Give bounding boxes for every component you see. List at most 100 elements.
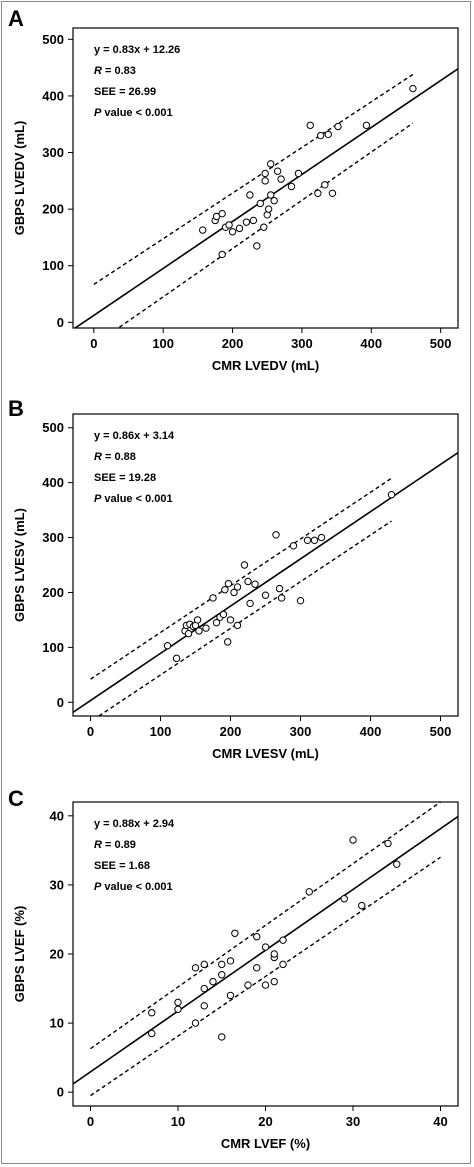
data-point [249, 216, 258, 225]
data-point [287, 182, 296, 191]
x-axis-title: CMR LVEDV (mL) [212, 358, 319, 373]
y-tick-label: 300 [42, 530, 64, 545]
data-point [244, 981, 252, 989]
data-point [200, 984, 208, 993]
data-point [289, 542, 298, 550]
panel-letter: B [8, 396, 24, 421]
x-tick-label: 300 [291, 336, 313, 351]
data-point [195, 627, 203, 635]
data-point [270, 950, 278, 958]
data-point [218, 1033, 226, 1041]
data-point [253, 933, 261, 941]
x-tick-label: 0 [87, 1114, 94, 1129]
data-point [224, 579, 233, 588]
y-tick-label: 0 [57, 315, 64, 330]
panel-letter: A [8, 6, 24, 31]
data-point [340, 895, 348, 903]
data-point [261, 591, 270, 599]
data-point [231, 929, 239, 937]
ci-lower-line [117, 122, 414, 328]
data-point [218, 960, 226, 969]
stat-line: P value < 0.001 [94, 881, 173, 893]
plot-frame [72, 27, 459, 329]
data-point [200, 960, 208, 969]
data-point [310, 536, 319, 544]
data-point [199, 226, 207, 234]
data-point [387, 491, 396, 499]
data-point [251, 580, 259, 588]
stat-value: = 0.88 [102, 451, 136, 463]
stat-line: R = 0.83 [94, 65, 136, 77]
data-point [224, 638, 232, 646]
data-point [212, 618, 221, 627]
data-point [277, 594, 286, 602]
chart-panel-b: B 0 100 200 300 400 500 0 100 200 300 400 500 CMR LVE… [8, 396, 459, 761]
x-tick-label: 500 [430, 336, 452, 351]
y-tick-label: 400 [42, 88, 64, 103]
stat-value: value < 0.001 [101, 881, 172, 893]
data-point [174, 998, 182, 1007]
stat-symbol: R [94, 65, 102, 77]
data-point [384, 839, 392, 848]
y-tick-label: 10 [50, 1016, 64, 1031]
data-point [163, 642, 172, 650]
chart-panel-a: A 0 100 200 300 400 500 0 100 200 300 400 500 CMR LVE… [8, 6, 459, 373]
data-point [225, 221, 233, 229]
data-point [242, 218, 251, 226]
data-point [314, 189, 322, 197]
stat-value: value < 0.001 [101, 493, 172, 505]
regression-line [73, 451, 458, 714]
data-point [334, 122, 342, 131]
y-tick-label: 20 [50, 947, 64, 962]
data-point [226, 957, 235, 965]
stat-value: = 0.89 [102, 839, 136, 851]
data-point [321, 181, 329, 189]
stat-line: P value < 0.001 [94, 107, 173, 119]
chart-panel-c: C 0 10 20 30 40 0 10 20 30 40 CMR LVEF (%) GBPS LVEF… [8, 786, 459, 1151]
data-point [267, 160, 275, 168]
data-point [172, 654, 181, 663]
data-point [305, 888, 313, 896]
data-point [328, 189, 337, 197]
stat-line: y = 0.88x + 2.94 [94, 818, 175, 830]
y-tick-label: 400 [42, 475, 64, 490]
data-point [256, 199, 264, 208]
stat-value: = 0.83 [102, 65, 136, 77]
data-point [349, 836, 357, 844]
x-tick-label: 0 [87, 724, 94, 739]
stat-line: y = 0.86x + 3.14 [94, 430, 175, 442]
y-axis-title: GBPS LVEF (%) [12, 906, 27, 1003]
stat-symbol: P [94, 107, 102, 119]
data-point [303, 536, 312, 544]
data-point [246, 599, 254, 608]
x-tick-label: 200 [222, 336, 244, 351]
data-point [261, 177, 269, 185]
stat-symbol: R [94, 839, 102, 851]
data-point [218, 209, 226, 218]
stat-line: R = 0.89 [94, 839, 136, 851]
y-tick-label: 200 [42, 202, 64, 217]
regression-line [73, 68, 458, 328]
data-point [244, 577, 252, 586]
x-tick-label: 300 [290, 724, 312, 739]
data-point [270, 196, 278, 205]
x-axis-title: CMR LVEF (%) [221, 1136, 310, 1151]
data-point [148, 1009, 156, 1017]
data-point [277, 175, 285, 183]
data-point [191, 1019, 200, 1027]
data-point [261, 169, 269, 178]
data-point [174, 1005, 182, 1013]
ci-upper-line [93, 73, 414, 285]
y-tick-label: 40 [50, 808, 64, 823]
x-tick-label: 500 [430, 724, 452, 739]
data-point [202, 624, 210, 632]
stat-line: R = 0.88 [94, 451, 136, 463]
ci-lower-line [90, 856, 441, 1097]
data-point [148, 1029, 156, 1038]
y-tick-label: 200 [42, 585, 64, 600]
x-tick-label: 40 [433, 1114, 447, 1129]
y-tick-label: 0 [57, 695, 64, 710]
data-point [253, 242, 261, 250]
stat-line: P value < 0.001 [94, 493, 173, 505]
